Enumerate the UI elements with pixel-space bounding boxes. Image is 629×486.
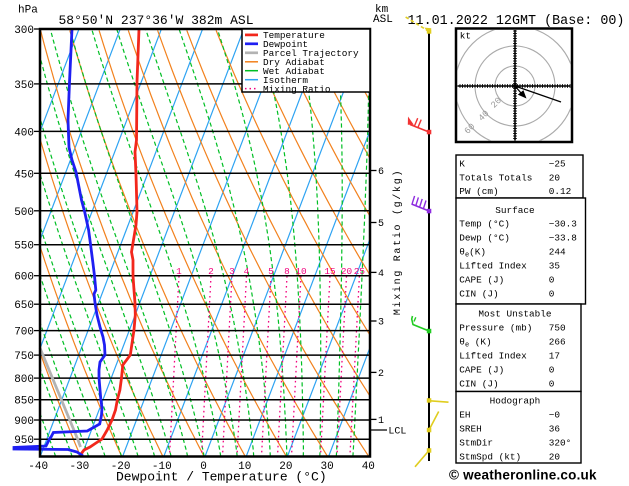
svg-text:Dewpoint / Temperature (°C): Dewpoint / Temperature (°C): [116, 470, 327, 485]
svg-text:0: 0: [200, 461, 207, 473]
svg-text:Lifted Index: Lifted Index: [459, 350, 527, 361]
svg-text:1: 1: [176, 266, 182, 277]
svg-text:0: 0: [549, 288, 555, 299]
svg-text:15: 15: [324, 266, 336, 277]
svg-text:Most Unstable: Most Unstable: [478, 308, 552, 319]
svg-text:58°50'N 237°36'W 382m ASL: 58°50'N 237°36'W 382m ASL: [59, 13, 254, 28]
svg-text:1: 1: [378, 416, 384, 427]
svg-text:0: 0: [549, 378, 555, 389]
svg-text:−30.3: −30.3: [549, 218, 578, 229]
svg-text:Mixing Ratio: Mixing Ratio: [263, 84, 331, 95]
svg-text:-20: -20: [111, 461, 131, 473]
svg-text:CIN (J): CIN (J): [459, 378, 498, 389]
svg-text:320°: 320°: [549, 437, 572, 448]
svg-text:25: 25: [354, 266, 366, 277]
svg-text:Temperature: Temperature: [263, 30, 325, 41]
svg-text:−33.8: −33.8: [549, 232, 578, 243]
svg-text:Hodograph: Hodograph: [490, 395, 541, 406]
svg-text:750: 750: [549, 322, 566, 333]
svg-text:350: 350: [14, 80, 34, 92]
svg-text:750: 750: [14, 351, 34, 363]
svg-text:CAPE (J): CAPE (J): [459, 274, 504, 285]
svg-text:kt: kt: [460, 31, 471, 42]
svg-text:0.12: 0.12: [549, 186, 572, 197]
svg-text:-10: -10: [152, 461, 172, 473]
svg-text:700: 700: [14, 327, 34, 339]
svg-text:CIN (J): CIN (J): [459, 288, 498, 299]
svg-text:Dry Adiabat: Dry Adiabat: [263, 57, 325, 68]
svg-text:500: 500: [14, 207, 34, 219]
svg-text:StmSpd (kt): StmSpd (kt): [459, 451, 521, 462]
svg-text:Dewp (°C): Dewp (°C): [459, 232, 510, 243]
svg-text:−25: −25: [549, 158, 566, 169]
svg-text:266: 266: [549, 336, 566, 347]
svg-text:10: 10: [295, 266, 307, 277]
svg-text:450: 450: [14, 169, 34, 181]
svg-text:950: 950: [14, 435, 34, 447]
svg-text:EH: EH: [459, 409, 470, 420]
svg-text:-30: -30: [69, 461, 89, 473]
svg-text:550: 550: [14, 241, 34, 253]
svg-text:hPa: hPa: [18, 5, 38, 17]
svg-text:Wet Adiabat: Wet Adiabat: [263, 66, 325, 77]
svg-text:20: 20: [549, 172, 561, 183]
svg-text:600: 600: [14, 272, 34, 284]
svg-text:0: 0: [549, 364, 555, 375]
svg-text:30: 30: [320, 461, 333, 473]
svg-text:4: 4: [244, 266, 250, 277]
svg-text:Lifted Index: Lifted Index: [459, 260, 527, 271]
svg-text:17: 17: [549, 350, 560, 361]
svg-text:20: 20: [549, 451, 561, 462]
svg-text:850: 850: [14, 396, 34, 408]
svg-text:36: 36: [549, 423, 561, 434]
svg-text:Surface: Surface: [495, 205, 535, 216]
svg-text:900: 900: [14, 416, 34, 428]
svg-text:35: 35: [549, 260, 561, 271]
svg-text:0: 0: [549, 274, 555, 285]
svg-text:11.01.2022 12GMT (Base: 00): 11.01.2022 12GMT (Base: 00): [408, 14, 625, 29]
svg-text:PW (cm): PW (cm): [459, 186, 498, 197]
svg-text:Parcel Trajectory: Parcel Trajectory: [263, 48, 359, 59]
svg-text:10: 10: [238, 461, 251, 473]
svg-text:3: 3: [378, 318, 384, 329]
svg-text:Isotherm: Isotherm: [263, 75, 308, 86]
svg-text:5: 5: [378, 219, 384, 230]
svg-text:LCL: LCL: [388, 427, 406, 438]
svg-text:CAPE (J): CAPE (J): [459, 364, 504, 375]
svg-text:km: km: [375, 4, 389, 16]
svg-text:800: 800: [14, 374, 34, 386]
svg-text:Dewpoint: Dewpoint: [263, 39, 308, 50]
svg-text:SREH: SREH: [459, 423, 482, 434]
svg-text:-40: -40: [28, 461, 48, 473]
svg-text:2: 2: [378, 369, 384, 380]
svg-text:5: 5: [268, 266, 274, 277]
svg-text:650: 650: [14, 300, 34, 312]
svg-text:244: 244: [549, 246, 566, 257]
svg-text:20: 20: [279, 461, 292, 473]
svg-text:4: 4: [378, 269, 384, 280]
svg-text:StmDir: StmDir: [459, 437, 493, 448]
svg-text:8: 8: [284, 266, 290, 277]
svg-text:−0: −0: [549, 409, 561, 420]
svg-text:Pressure (mb): Pressure (mb): [459, 322, 532, 333]
svg-text:Mixing Ratio (g/kg): Mixing Ratio (g/kg): [392, 169, 404, 315]
svg-text:© weatheronline.co.uk: © weatheronline.co.uk: [449, 468, 597, 483]
svg-text:400: 400: [14, 127, 34, 139]
svg-text:40: 40: [362, 461, 375, 473]
svg-text:6: 6: [378, 167, 384, 178]
svg-text:Totals Totals: Totals Totals: [459, 172, 532, 183]
svg-text:20: 20: [341, 266, 353, 277]
svg-text:K: K: [459, 158, 465, 169]
svg-text:3: 3: [229, 266, 235, 277]
svg-text:2: 2: [208, 266, 214, 277]
svg-text:ASL: ASL: [373, 14, 393, 26]
svg-text:300: 300: [14, 25, 34, 37]
svg-text:Temp (°C): Temp (°C): [459, 218, 510, 229]
